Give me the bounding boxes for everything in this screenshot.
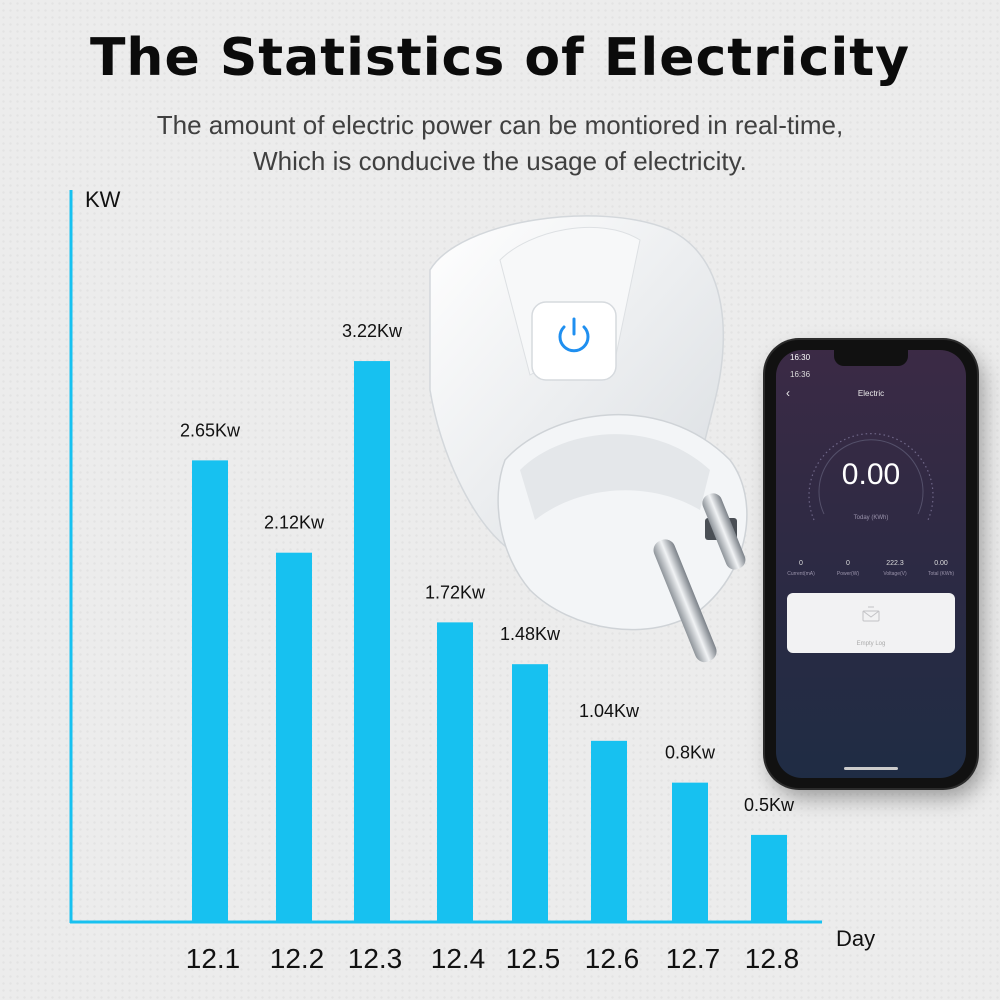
empty-log-text: Empty Log (856, 641, 886, 647)
power-reading: 0.00 (841, 458, 901, 491)
reading-label: Today (KWh) (853, 515, 889, 521)
data-label-12.2: 2.12Kw (264, 513, 325, 533)
data-label-12.4: 1.72Kw (425, 582, 486, 602)
back-arrow-icon[interactable]: ‹ (786, 386, 790, 400)
phone-screen: 16:30 16:36 ‹ Electric 0.00 Today (KWh) … (776, 350, 966, 778)
bar-12.1 (192, 460, 228, 922)
x-tick-label-12.4: 12.4 (431, 943, 486, 974)
power-button (531, 301, 617, 381)
x-tick-label-12.7: 12.7 (666, 943, 721, 974)
app-title: Electric (857, 389, 885, 398)
bar-12.7 (672, 782, 708, 922)
bar-12.6 (591, 740, 627, 922)
x-tick-label-12.5: 12.5 (506, 943, 561, 974)
x-tick-label-12.3: 12.3 (348, 943, 403, 974)
x-tick-label-12.1: 12.1 (186, 943, 241, 974)
phone-mockup: 16:30 16:36 ‹ Electric 0.00 Today (KWh) … (765, 340, 977, 788)
x-tick-label-12.2: 12.2 (270, 943, 325, 974)
bar-12.5 (512, 664, 548, 922)
x-tick-label-12.8: 12.8 (745, 943, 800, 974)
page-title: The Statistics of Electricity (89, 28, 911, 88)
bar-12.2 (276, 552, 312, 922)
data-label-12.7: 0.8Kw (665, 743, 716, 763)
subtitle-line-2: Which is conducive the usage of electric… (253, 146, 747, 176)
smart-plug-image (429, 215, 748, 663)
app-status-time: 16:36 (790, 370, 811, 379)
y-axis-label: KW (85, 187, 121, 212)
power-icon (558, 317, 590, 353)
stat-current: 0 Current(mA) (787, 560, 815, 577)
home-indicator (844, 767, 898, 770)
stat-total: 0.00 Total (KWh) (927, 560, 955, 577)
x-axis-label: Day (836, 926, 875, 951)
data-label-12.3: 3.22Kw (342, 321, 403, 341)
data-label-12.6: 1.04Kw (579, 701, 640, 721)
log-card: Empty Log (787, 593, 955, 653)
empty-log-icon (862, 606, 880, 622)
data-label-12.8: 0.5Kw (744, 795, 795, 815)
status-time: 16:30 (790, 353, 811, 362)
subtitle-line-1: The amount of electric power can be mont… (156, 110, 844, 140)
phone-notch (834, 350, 908, 366)
bar-12.3 (354, 361, 390, 922)
x-tick-label-12.6: 12.6 (585, 943, 640, 974)
data-label-12.5: 1.48Kw (500, 624, 561, 644)
data-label-12.1: 2.65Kw (180, 420, 241, 440)
stat-voltage: 222.3 Voltage(V) (883, 560, 907, 577)
bar-12.4 (437, 622, 473, 922)
bar-12.8 (751, 834, 787, 922)
power-gauge (808, 433, 934, 521)
stat-power: 0 Power(W) (836, 560, 860, 577)
